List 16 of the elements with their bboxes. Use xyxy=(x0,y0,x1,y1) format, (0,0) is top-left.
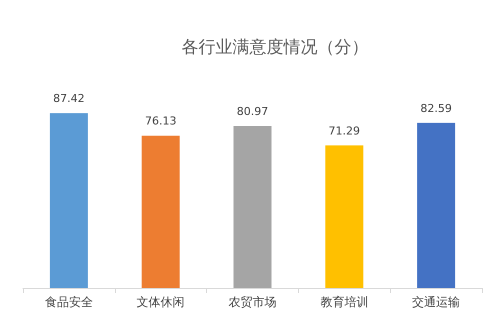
x-tick-label: 教育培训 xyxy=(320,295,368,309)
bar xyxy=(142,136,180,288)
data-label: 76.13 xyxy=(144,114,176,128)
bar xyxy=(50,113,88,288)
bar xyxy=(234,126,272,288)
data-label: 80.97 xyxy=(236,105,268,118)
x-tick-label: 食品安全 xyxy=(44,295,93,309)
data-label: 82.59 xyxy=(420,102,452,115)
x-tick-label: 交通运输 xyxy=(412,295,460,309)
x-tick-label: 农贸市场 xyxy=(228,295,276,309)
bar xyxy=(417,122,456,288)
data-label: 87.42 xyxy=(53,92,85,106)
bar xyxy=(325,145,364,288)
chart-title: 各行业满意度情况（分） xyxy=(182,38,368,58)
data-label: 71.29 xyxy=(328,124,360,138)
x-tick-label: 文体休闲 xyxy=(136,295,185,309)
